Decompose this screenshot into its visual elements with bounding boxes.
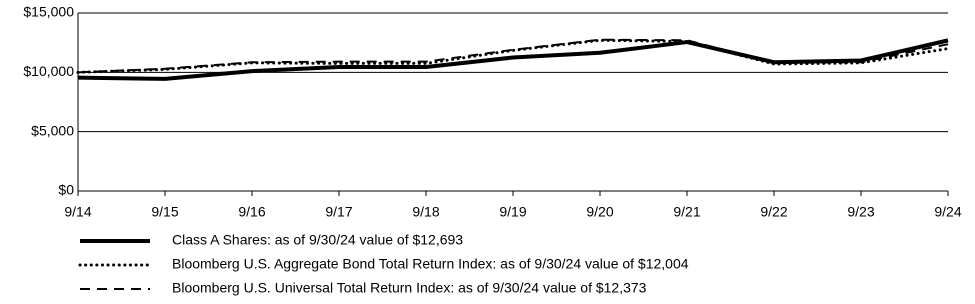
- x-tick-label: 9/23: [847, 204, 874, 220]
- x-tick-label: 9/19: [499, 204, 526, 220]
- legend-label: Bloomberg U.S. Aggregate Bond Total Retu…: [172, 256, 689, 272]
- legend-label: Bloomberg U.S. Universal Total Return In…: [172, 280, 647, 296]
- x-tick-label: 9/24: [934, 204, 961, 220]
- x-tick-label: 9/18: [412, 204, 439, 220]
- x-tick-label: 9/15: [151, 204, 178, 220]
- y-tick-label: $15,000: [23, 4, 74, 20]
- x-tick-label: 9/22: [760, 204, 787, 220]
- y-tick-label: $0: [58, 182, 74, 198]
- x-tick-label: 9/14: [64, 204, 91, 220]
- x-tick-label: 9/21: [673, 204, 700, 220]
- y-tick-label: $10,000: [23, 63, 74, 79]
- series-line: [76, 38, 950, 74]
- x-tick-label: 9/16: [238, 204, 265, 220]
- x-tick-label: 9/20: [586, 204, 613, 220]
- y-tick-label: $5,000: [31, 122, 74, 138]
- x-tick-label: 9/17: [325, 204, 352, 220]
- series-line: [77, 38, 949, 81]
- legend-label: Class A Shares: as of 9/30/24 value of $…: [172, 232, 463, 248]
